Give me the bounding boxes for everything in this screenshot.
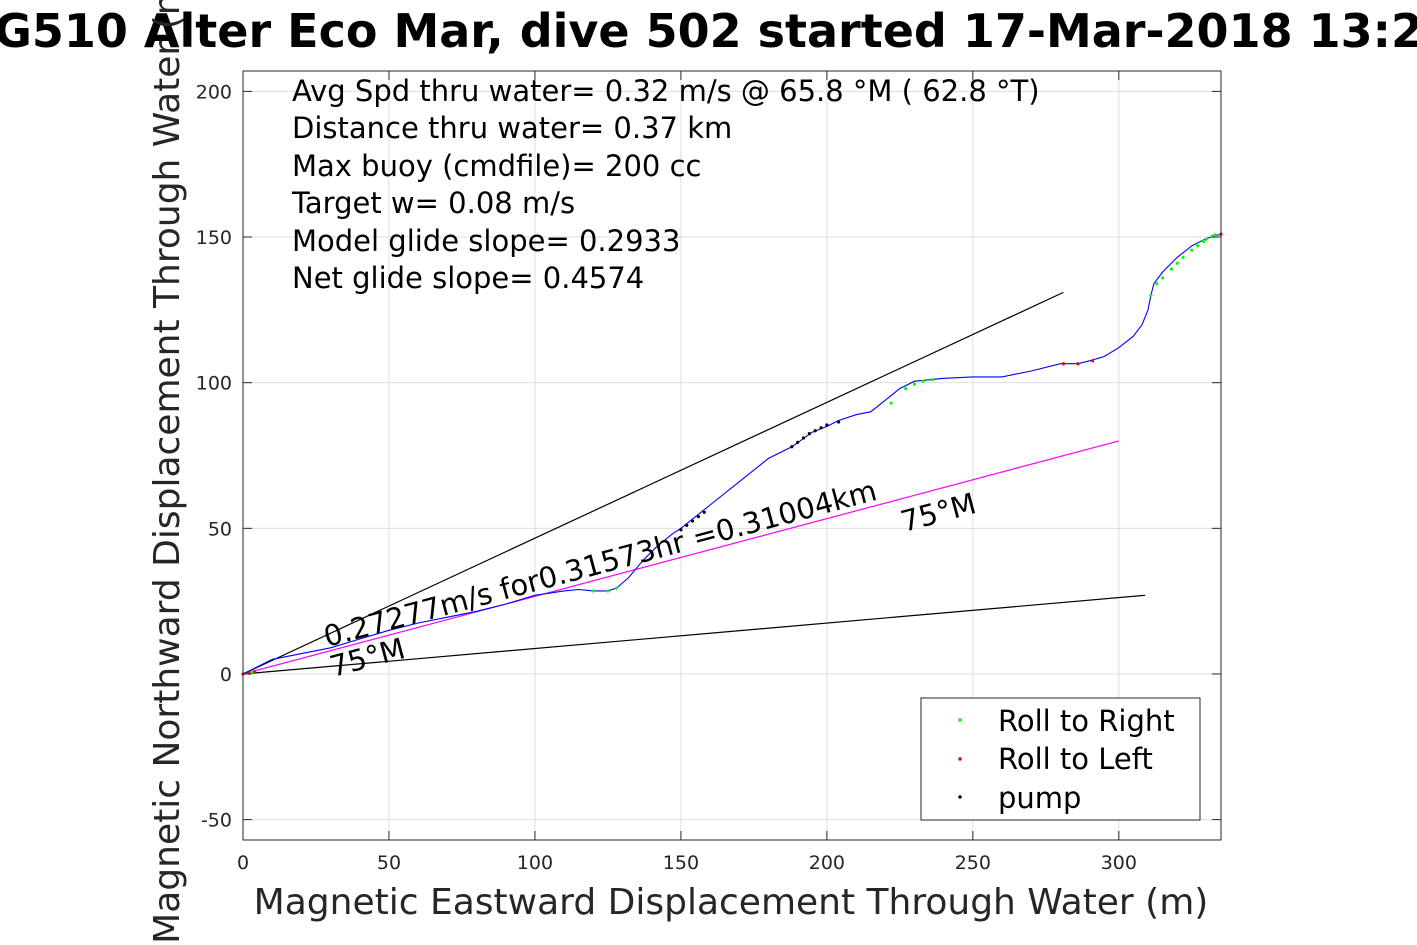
roll-right-point [921, 379, 925, 383]
roll-right-point [1155, 282, 1159, 286]
info-net-glide-slope: Net glide slope= 0.4574 [292, 261, 644, 295]
legend: Roll to Right Roll to Left pump [920, 697, 1201, 821]
x-tick-label: 250 [955, 852, 991, 874]
x-axis-label: Magnetic Eastward Displacement Through W… [254, 882, 1209, 923]
marker-layer [241, 232, 1223, 676]
pump-point [696, 515, 701, 519]
reference-line [242, 594, 1146, 675]
pump-point [702, 510, 706, 514]
pump-point [836, 420, 841, 424]
reference-line [242, 291, 1064, 675]
reference-line [242, 440, 1119, 675]
info-distance: Distance thru water= 0.37 km [292, 111, 732, 145]
pump-point [790, 445, 794, 449]
legend-box [920, 697, 1201, 821]
roll-right-point [1149, 293, 1153, 297]
track-layer [242, 233, 1222, 675]
roll-right-point [912, 382, 917, 386]
pump-point [679, 528, 683, 532]
x-tick-label: 300 [1101, 852, 1137, 874]
info-text-block: Avg Spd thru water= 0.32 m/s @ 65.8 °M (… [291, 74, 1040, 295]
roll-right-point [904, 386, 908, 391]
x-tick-label: 100 [517, 852, 553, 874]
x-tick-label: 50 [377, 852, 401, 874]
roll-right-point [1213, 233, 1217, 237]
roll-right-point [1201, 239, 1206, 244]
roll-right-point [615, 586, 619, 590]
roll-right-point [1190, 248, 1194, 252]
roll-right-point [606, 589, 610, 593]
y-tick-label: 150 [196, 227, 232, 249]
legend-label-pump: pump [998, 781, 1081, 815]
y-axis-label: Magnetic Northward Displacement Through … [147, 0, 188, 944]
pump-point [825, 423, 829, 427]
info-max-buoy: Max buoy (cmdfile)= 200 cc [292, 149, 701, 183]
roll-right-point [930, 378, 934, 382]
roll-right-point [1181, 255, 1185, 260]
chart-title: SG510 Alter Eco Mar, dive 502 started 17… [0, 4, 1417, 58]
pump-point [690, 519, 695, 523]
roll-right-point [1169, 267, 1173, 271]
pump-point [801, 436, 806, 440]
y-tick-label: 200 [196, 81, 232, 103]
pump-point [685, 523, 689, 528]
track-line [242, 233, 1222, 675]
x-tick-label: 0 [237, 852, 249, 874]
pump-point [807, 432, 811, 436]
y-tick-label: -50 [201, 810, 232, 832]
x-tick-label: 150 [663, 852, 699, 874]
roll-right-point [1204, 237, 1209, 241]
roll-left-point [1090, 359, 1095, 363]
x-tick-label: 200 [809, 852, 845, 874]
legend-marker-roll-left [958, 757, 962, 761]
info-target-w: Target w= 0.08 m/s [291, 186, 575, 220]
roll-right-point [1196, 244, 1200, 248]
pump-point [796, 440, 800, 444]
roll-right-point [889, 401, 893, 405]
roll-right-point [1175, 261, 1179, 265]
legend-label-roll-right: Roll to Right [998, 704, 1175, 738]
y-tick-label: 50 [208, 518, 232, 540]
plot-frame [242, 70, 1222, 841]
pump-point [819, 426, 823, 430]
info-avg-speed: Avg Spd thru water= 0.32 m/s @ 65.8 °M (… [292, 74, 1040, 108]
roll-right-point [250, 670, 254, 675]
pump-point [813, 429, 817, 433]
roll-right-point [591, 589, 595, 593]
y-tick-label: 100 [196, 373, 232, 395]
y-tick-label: 0 [220, 664, 232, 686]
legend-marker-roll-right [958, 718, 962, 722]
legend-marker-pump [958, 795, 962, 799]
roll-left-point [1076, 362, 1080, 366]
reference-lines [242, 291, 1146, 675]
roll-right-point [1161, 276, 1165, 280]
roll-left-point [1061, 362, 1065, 366]
roll-left-point [253, 670, 257, 674]
grid [242, 71, 1221, 840]
legend-label-roll-left: Roll to Left [998, 742, 1153, 776]
info-model-glide-slope: Model glide slope= 0.2933 [292, 224, 680, 258]
